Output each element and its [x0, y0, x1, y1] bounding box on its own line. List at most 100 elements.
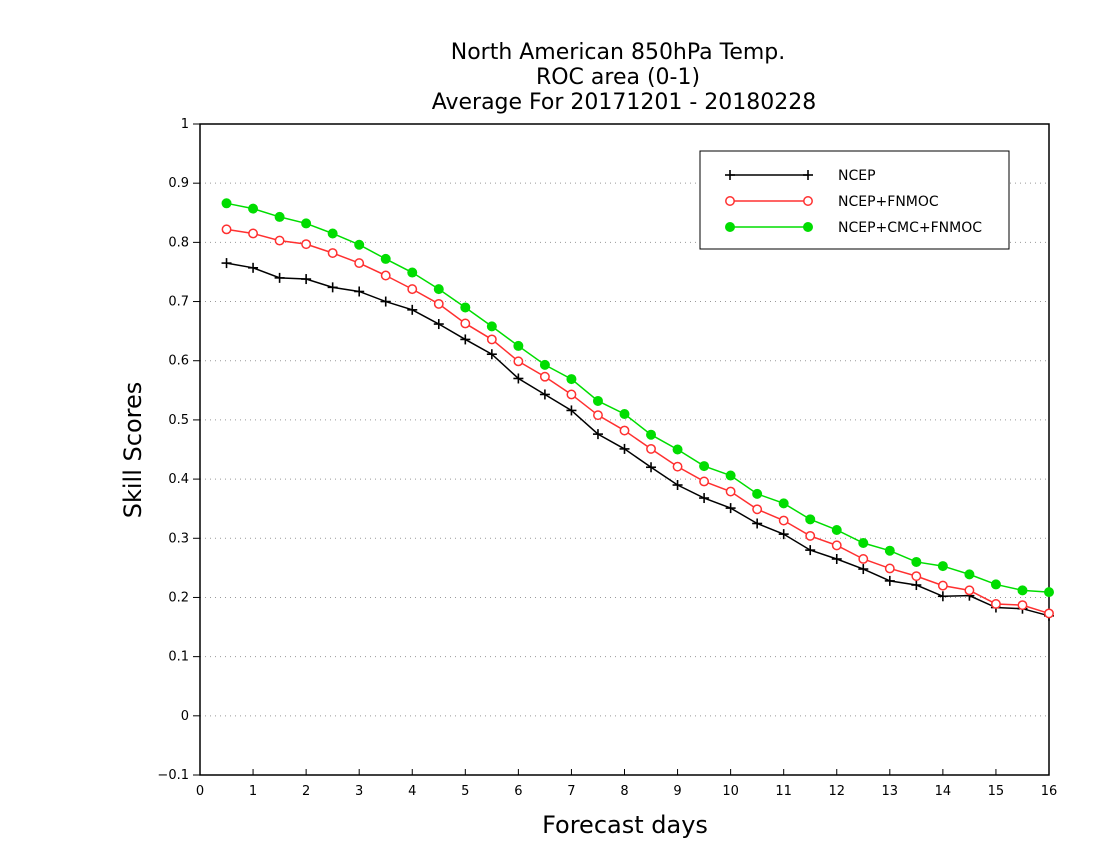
title-line-1: North American 850hPa Temp.	[451, 40, 786, 65]
data-point-ncep-fnmoc	[301, 239, 312, 250]
legend-marker	[725, 170, 735, 180]
data-point-ncep-cmc-fnmoc	[380, 253, 391, 264]
data-point-ncep-fnmoc	[274, 235, 285, 246]
legend-marker	[725, 222, 735, 232]
data-point-ncep-cmc-fnmoc	[805, 514, 816, 525]
series-ncep-cmc-fnmoc	[221, 198, 1054, 598]
x-tick-label: 13	[882, 784, 899, 799]
data-point-ncep-fnmoc	[380, 270, 391, 281]
y-tick-label: 0.8	[168, 235, 189, 250]
data-point-ncep-cmc-fnmoc	[964, 569, 975, 580]
legend-marker	[725, 196, 735, 206]
x-tick-label: 11	[775, 784, 792, 799]
data-point-ncep	[274, 272, 285, 283]
data-point-ncep-fnmoc	[805, 530, 816, 541]
data-point-ncep-cmc-fnmoc	[831, 524, 842, 535]
data-point-ncep-cmc-fnmoc	[990, 579, 1001, 590]
data-point-ncep	[778, 529, 789, 540]
x-tick-label: 5	[461, 784, 469, 799]
legend-marker	[803, 170, 813, 180]
data-point-ncep-cmc-fnmoc	[592, 395, 603, 406]
data-point-ncep-cmc-fnmoc	[460, 302, 471, 313]
data-point-ncep-fnmoc	[831, 540, 842, 551]
data-point-ncep-fnmoc	[433, 298, 444, 309]
data-point-ncep-fnmoc	[884, 563, 895, 574]
data-point-ncep	[646, 462, 657, 473]
x-axis-label: Forecast days	[542, 811, 708, 839]
data-point-ncep-cmc-fnmoc	[1044, 587, 1054, 598]
x-tick-label: 6	[514, 784, 522, 799]
data-point-ncep	[805, 545, 816, 556]
x-tick-label: 16	[1041, 784, 1058, 799]
x-tick-label: 2	[302, 784, 310, 799]
data-point-ncep-cmc-fnmoc	[248, 203, 259, 214]
data-point-ncep	[566, 405, 577, 416]
y-tick-label: 0.2	[168, 590, 189, 605]
data-point-ncep-cmc-fnmoc	[513, 340, 524, 351]
data-point-ncep-cmc-fnmoc	[884, 545, 895, 556]
data-point-ncep-cmc-fnmoc	[752, 488, 763, 499]
y-tick-label: 0.9	[168, 176, 189, 191]
series-line-ncep-fnmoc	[226, 228, 1050, 615]
legend-marker	[803, 196, 813, 206]
data-point-ncep-fnmoc	[354, 258, 365, 269]
y-tick-label: 1	[181, 117, 189, 132]
x-tick-label: 10	[722, 784, 739, 799]
data-point-ncep	[672, 480, 683, 491]
data-point-ncep-fnmoc	[990, 599, 1001, 609]
data-point-ncep-cmc-fnmoc	[274, 211, 285, 222]
data-point-ncep-fnmoc	[964, 585, 975, 596]
y-tick-label: 0	[181, 709, 189, 724]
data-point-ncep	[884, 575, 895, 586]
data-point-ncep	[699, 493, 710, 504]
data-point-ncep	[752, 518, 763, 529]
data-point-ncep-fnmoc	[460, 318, 471, 329]
data-point-ncep	[248, 262, 259, 273]
data-point-ncep-fnmoc	[1044, 608, 1054, 619]
y-tick-label: 0.7	[168, 295, 189, 310]
data-point-ncep-fnmoc	[407, 284, 418, 295]
data-point-ncep	[486, 349, 497, 360]
data-point-ncep-cmc-fnmoc	[937, 561, 948, 572]
legend-marker	[803, 222, 813, 232]
data-point-ncep-fnmoc	[646, 443, 656, 454]
data-point-ncep-cmc-fnmoc	[672, 444, 683, 455]
series-layer	[221, 198, 1054, 621]
legend-label: NCEP+CMC+FNMOC	[838, 220, 982, 236]
data-point-ncep-cmc-fnmoc	[486, 321, 497, 332]
data-point-ncep-cmc-fnmoc	[778, 498, 789, 509]
data-point-ncep-cmc-fnmoc	[646, 429, 657, 440]
data-point-ncep-fnmoc	[937, 580, 948, 591]
y-tick-label: 0.5	[168, 413, 189, 428]
data-point-ncep	[354, 286, 365, 297]
x-tick-label: 4	[408, 784, 416, 799]
data-point-ncep-cmc-fnmoc	[1017, 585, 1028, 596]
legend: NCEP NCEP+FNMOC NCEP+CMC+FNMOC	[699, 150, 1010, 250]
data-point-ncep-cmc-fnmoc	[699, 461, 710, 472]
series-line-ncep-cmc-fnmoc	[226, 202, 1050, 593]
data-point-ncep-fnmoc	[619, 425, 630, 436]
data-point-ncep	[619, 443, 630, 454]
y-tick-label: 0.4	[168, 472, 189, 487]
data-point-ncep-fnmoc	[911, 571, 922, 582]
data-point-ncep	[380, 296, 391, 307]
title-line-3: Average For 20171201 - 20180228	[432, 90, 817, 115]
data-point-ncep	[407, 304, 418, 315]
data-point-ncep	[327, 282, 338, 293]
data-point-ncep-fnmoc	[486, 334, 497, 345]
series-ncep-fnmoc	[221, 224, 1054, 619]
y-tick-label: 0.3	[168, 531, 189, 546]
x-tick-label: 1	[249, 784, 257, 799]
data-point-ncep-fnmoc	[672, 461, 683, 472]
data-point-ncep-cmc-fnmoc	[566, 374, 577, 385]
data-point-ncep-fnmoc	[778, 515, 789, 526]
data-point-ncep-fnmoc	[327, 248, 338, 258]
data-point-ncep-cmc-fnmoc	[354, 239, 365, 250]
data-point-ncep-cmc-fnmoc	[725, 470, 736, 481]
data-point-ncep-cmc-fnmoc	[407, 267, 418, 278]
y-tick-label: −0.1	[157, 768, 189, 783]
data-point-ncep-cmc-fnmoc	[539, 359, 550, 370]
x-tick-label: 14	[935, 784, 952, 799]
data-point-ncep	[831, 553, 842, 564]
